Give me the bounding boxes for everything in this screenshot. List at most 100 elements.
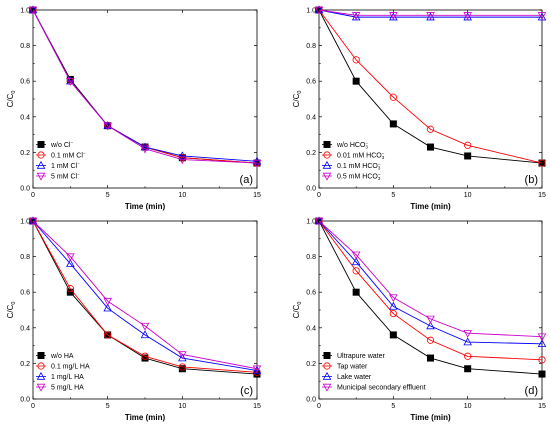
legend-marker <box>322 160 332 169</box>
x-tick-label: 5 <box>106 403 110 410</box>
legend-label: 0.1 mM HCO3− <box>337 162 381 171</box>
y-axis-label: C/C0 <box>292 302 303 319</box>
series-line <box>318 9 543 164</box>
legend-item: 0.1 mg/L HA <box>36 362 90 371</box>
data-point <box>66 259 75 267</box>
data-point <box>28 217 38 226</box>
plot-frame <box>318 220 543 400</box>
legend-marker <box>323 351 331 359</box>
y-tick-label: 0.6 <box>20 290 30 297</box>
legend-label: w/o HCO3− <box>336 141 368 150</box>
data-point <box>141 352 149 360</box>
legend-marker <box>322 383 332 392</box>
legend-item: 0.1 mM Cl− <box>36 151 86 160</box>
legend-marker <box>322 371 332 380</box>
series-line <box>318 9 543 164</box>
legend-label: Lake water <box>337 374 372 381</box>
data-point <box>28 5 38 14</box>
series-line <box>318 9 542 18</box>
legend-item: 0.01 mM HCO3− <box>322 151 385 160</box>
data-point <box>178 156 187 165</box>
data-point <box>464 152 472 160</box>
legend: w/o Cl− 0.1 mM Cl−1 mM Cl− 5 mM Cl− <box>36 140 86 181</box>
legend-label: 5 mg/L HA <box>51 385 84 392</box>
y-axis-label: C/C0 <box>6 302 17 319</box>
legend-marker <box>323 362 331 370</box>
series-line <box>32 220 258 373</box>
legend-label: Municipal secondary effluent <box>337 385 426 392</box>
y-tick-label: 0.8 <box>306 254 316 261</box>
y-tick-label: 0.2 <box>306 150 316 157</box>
legend-label: Tap water <box>337 364 368 371</box>
legend-item: w/o HCO3− <box>322 141 368 150</box>
x-tick-label: 5 <box>391 403 395 410</box>
data-point <box>314 5 324 14</box>
x-tick-label: 15 <box>253 192 261 199</box>
legend-label: w/o HA <box>50 353 74 360</box>
series-4 <box>28 217 262 374</box>
legend-marker <box>36 383 46 392</box>
data-point <box>426 354 434 362</box>
data-point <box>352 267 360 275</box>
chart-panel-2: 0 5 10 15 0.0 0.2 0.4 0.6 0.8 1.0 Time (min) C/C0 (b… <box>292 5 547 211</box>
series-line <box>318 9 542 16</box>
data-point <box>140 142 150 151</box>
series-line <box>32 220 258 371</box>
data-point <box>389 120 397 128</box>
legend-label: 0.01 mM HCO3− <box>337 151 385 160</box>
series-line <box>32 220 258 375</box>
series-3 <box>28 5 262 165</box>
data-point <box>351 12 361 20</box>
data-point <box>314 217 324 226</box>
x-tick-label: 15 <box>538 403 546 410</box>
legend-marker <box>37 362 45 370</box>
series-line <box>318 220 543 345</box>
legend-item: 1 mM Cl− <box>36 160 80 170</box>
legend-marker <box>322 172 332 181</box>
y-tick-label: 0.0 <box>20 397 30 404</box>
data-point <box>140 330 150 339</box>
x-axis-label: Time (min) <box>125 202 166 211</box>
data-point <box>66 253 75 262</box>
series-line <box>318 220 543 375</box>
y-tick-label: 0.8 <box>20 43 30 50</box>
data-point <box>103 122 112 131</box>
legend-item: w/o Cl− <box>36 140 73 149</box>
y-axis-label: C/C0 <box>292 91 303 108</box>
y-tick-label: 0.8 <box>20 254 30 261</box>
data-point <box>66 285 74 293</box>
panel-tag: (a) <box>240 174 253 186</box>
series-3 <box>28 216 262 374</box>
y-tick-label: 0.2 <box>20 361 30 368</box>
y-tick-label: 0.4 <box>306 114 316 121</box>
series-2 <box>315 217 546 364</box>
data-point <box>538 159 546 167</box>
data-point <box>389 294 398 303</box>
legend-marker <box>323 151 331 159</box>
legend-item: Municipal secondary effluent <box>322 383 426 392</box>
y-tick-label: 0.4 <box>306 325 316 332</box>
series-line <box>32 220 258 370</box>
y-tick-label: 0.2 <box>20 150 30 157</box>
x-tick-label: 10 <box>178 192 186 199</box>
legend-label: 5 mM Cl− <box>51 172 80 181</box>
data-point <box>389 301 398 310</box>
data-point <box>426 336 435 344</box>
data-point <box>252 156 262 165</box>
x-tick-label: 10 <box>464 403 472 410</box>
legend-marker <box>36 371 46 380</box>
data-point <box>538 356 546 364</box>
x-tick-label: 15 <box>538 192 546 199</box>
data-point <box>537 333 547 342</box>
legend-label: 0.1 mM Cl− <box>51 151 86 160</box>
legend: w/o HA 0.1 mg/L HA 1 mg/L HA 5 mg/L HA <box>36 351 90 392</box>
data-point <box>314 6 324 15</box>
plot-frame <box>32 220 258 400</box>
legend-marker <box>37 351 45 359</box>
y-tick-label: 0.0 <box>20 186 30 193</box>
data-point <box>463 329 472 338</box>
y-tick-label: 0.6 <box>306 79 316 86</box>
legend-label: 0.5 mM HCO3− <box>337 172 381 181</box>
panel-tag: (b) <box>525 174 538 186</box>
y-tick-label: 1.0 <box>306 8 316 15</box>
